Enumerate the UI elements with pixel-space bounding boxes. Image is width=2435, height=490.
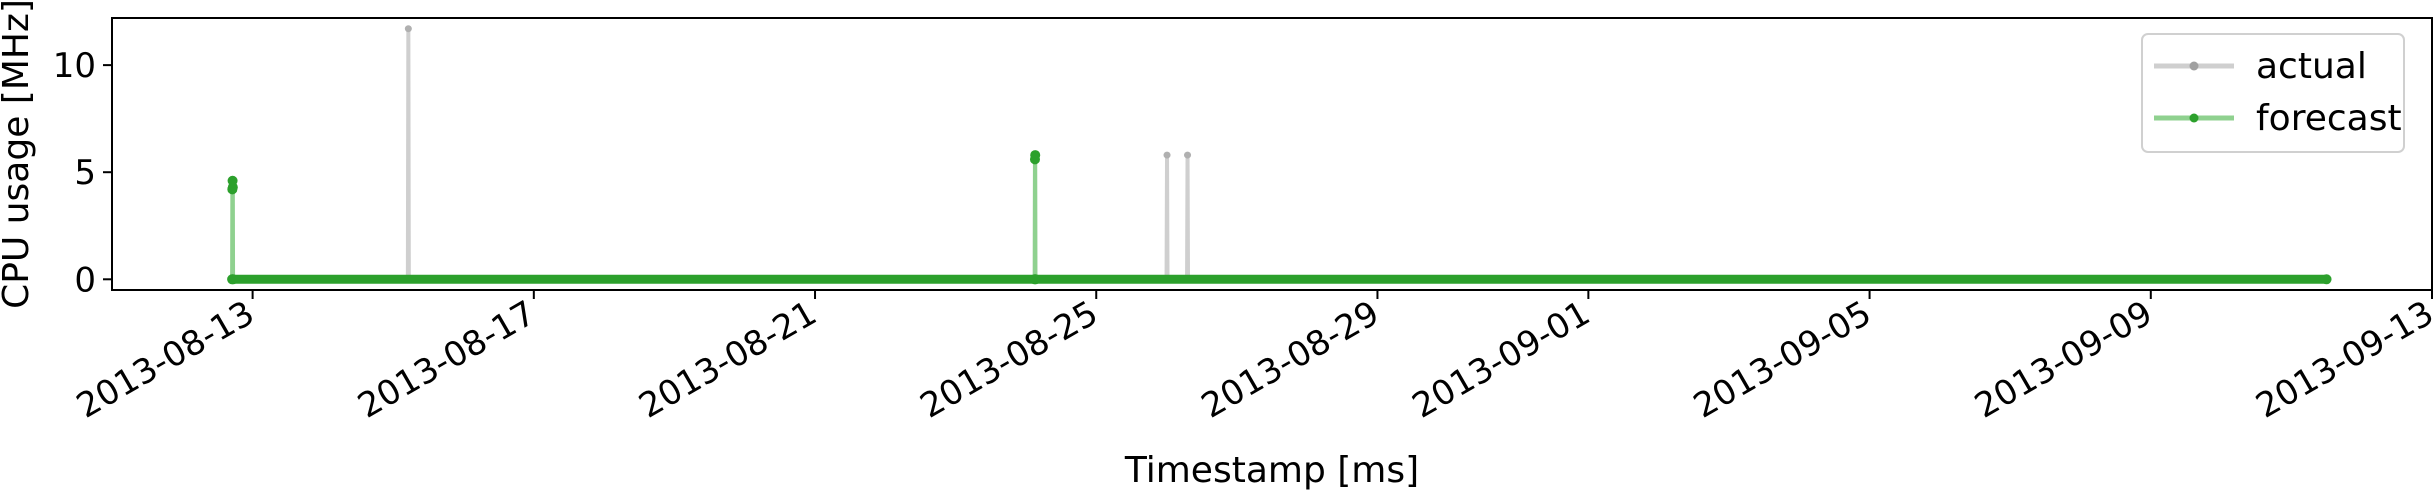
y-tick-label-0: 0	[74, 260, 96, 300]
point-forecast-7	[1030, 150, 1041, 161]
point-actual-8	[1163, 151, 1171, 159]
x-tick-label-5: 2013-09-01	[1406, 293, 1597, 426]
x-tick-label-1: 2013-08-17	[351, 293, 542, 426]
point-forecast-4	[228, 274, 239, 285]
x-tick-label-2: 2013-08-21	[632, 293, 823, 426]
point-actual-11	[1184, 151, 1192, 159]
legend-marker-actual	[2189, 61, 2199, 71]
series-layer	[227, 25, 2332, 285]
x-tick-label-4: 2013-08-29	[1195, 293, 1386, 426]
point-forecast-9	[2321, 274, 2332, 285]
legend: actual forecast	[2141, 33, 2405, 153]
x-tick-label-8: 2013-09-13	[2249, 293, 2435, 426]
legend-label-forecast: forecast	[2256, 98, 2402, 139]
series-line-forecast	[230, 153, 2327, 282]
x-tick-label-6: 2013-09-05	[1687, 293, 1878, 426]
y-tick-label-1: 5	[74, 153, 96, 193]
point-actual-2	[404, 25, 412, 33]
point-forecast-8	[1030, 274, 1041, 285]
x-tick-label-7: 2013-09-09	[1968, 293, 2159, 426]
x-axis-label: Timestamp [ms]	[1124, 450, 1419, 490]
y-axis-label: CPU usage [MHz]	[0, 0, 37, 309]
x-tick-label-3: 2013-08-25	[914, 293, 1105, 426]
y-tick-label-2: 10	[53, 46, 96, 86]
x-tick-label-0: 2013-08-13	[70, 293, 261, 426]
series-forecast	[227, 150, 2332, 285]
series-actual	[228, 25, 2331, 283]
series-line-actual	[232, 26, 2327, 282]
point-forecast-3	[227, 182, 238, 193]
legend-label-actual: actual	[2256, 46, 2367, 87]
legend-marker-forecast	[2189, 113, 2199, 123]
plot-frame	[111, 17, 2433, 291]
